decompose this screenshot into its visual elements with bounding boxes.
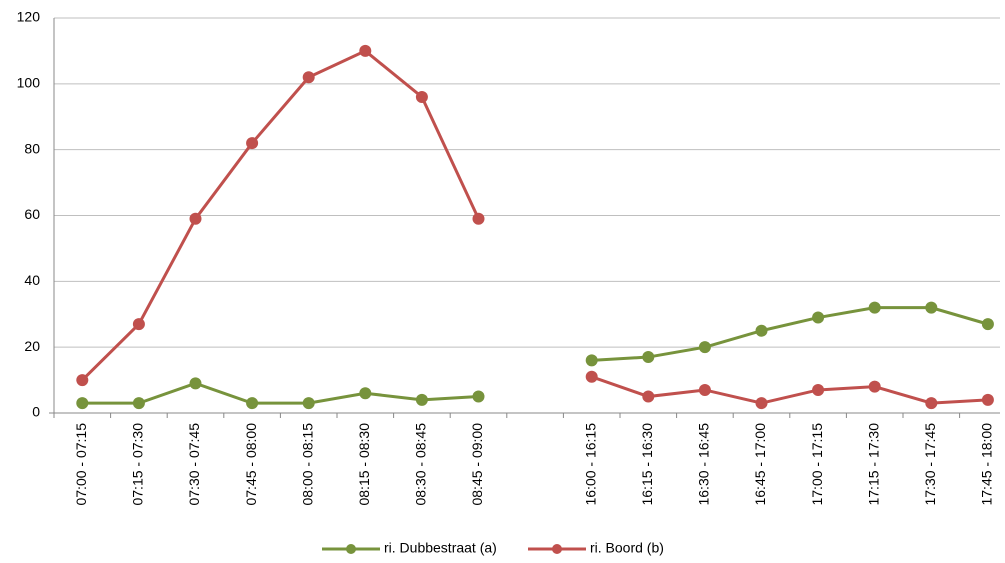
x-tick-label: 08:30 - 08:45 [413,423,429,506]
data-point [359,387,372,400]
y-tick-label: 120 [17,9,41,25]
x-tick-label: 17:00 - 17:15 [809,423,825,506]
data-point [359,44,372,57]
legend-label: ri. Dubbestraat (a) [384,540,497,556]
data-point [76,397,89,410]
data-point [981,318,994,331]
x-tick-label: 07:15 - 07:30 [130,423,146,506]
x-tick-label: 08:00 - 08:15 [299,423,315,506]
x-tick-label: 17:45 - 18:00 [979,423,995,506]
data-point [925,397,938,410]
y-tick-label: 40 [24,272,40,288]
data-point [585,370,598,383]
data-point [868,380,881,393]
data-point [246,137,259,150]
x-tick-label: 16:00 - 16:15 [582,423,598,506]
data-point [472,390,485,403]
data-point [132,318,145,331]
data-point [755,324,768,337]
data-point [642,351,655,364]
y-tick-label: 20 [24,338,40,354]
data-point [755,397,768,410]
data-point [302,71,315,84]
data-point [76,374,89,387]
data-point [868,301,881,314]
data-point [812,311,825,324]
x-tick-label: 16:45 - 17:00 [752,423,768,506]
x-tick-label: 07:00 - 07:15 [73,423,89,506]
y-tick-label: 100 [17,75,41,91]
data-point [415,91,428,103]
x-tick-label: 17:30 - 17:45 [922,423,938,506]
x-tick-label: 16:15 - 16:30 [639,423,655,506]
data-point [189,212,202,225]
series-line [82,306,989,405]
data-point [132,397,145,410]
x-tick-label: 17:15 - 17:30 [865,423,881,506]
x-tick-label: 16:30 - 16:45 [696,423,712,506]
data-point [472,212,485,225]
data-point [189,377,202,390]
legend-marker [552,544,562,554]
data-point [981,393,994,406]
data-point [925,301,938,314]
legend-marker [346,544,356,554]
data-point [415,393,428,406]
x-tick-label: 08:15 - 08:30 [356,423,372,506]
series-line [81,49,988,405]
y-tick-label: 60 [24,206,40,222]
data-point [812,383,825,396]
data-point [302,397,315,410]
data-point [698,341,711,354]
y-tick-label: 80 [24,140,40,156]
data-point [246,397,259,410]
y-tick-label: 0 [32,404,40,420]
legend-label: ri. Boord (b) [590,540,664,556]
x-tick-label: 07:45 - 08:00 [243,423,259,506]
x-tick-label: 07:30 - 07:45 [186,423,202,506]
data-point [698,383,711,396]
x-tick-label: 08:45 - 09:00 [469,423,485,506]
data-point [642,390,655,403]
data-point [585,354,598,367]
